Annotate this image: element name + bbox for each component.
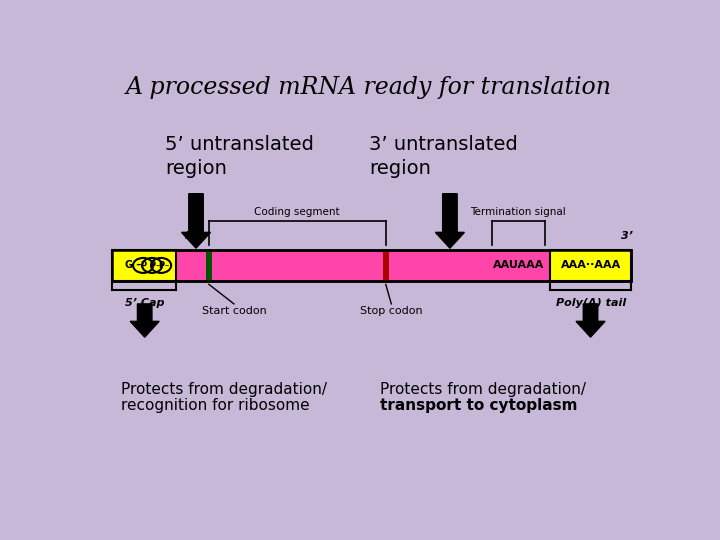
Bar	[112, 250, 631, 281]
Bar	[206, 250, 212, 281]
Text: –: –	[156, 261, 160, 270]
Text: 5’: 5’	[184, 231, 197, 241]
FancyArrow shape	[576, 304, 605, 337]
Text: AAA··AAA: AAA··AAA	[561, 260, 621, 271]
Text: Protects from degradation/: Protects from degradation/	[380, 382, 586, 396]
Bar	[383, 250, 389, 281]
Text: A processed mRNA ready for translation: A processed mRNA ready for translation	[126, 76, 612, 99]
Text: Protects from degradation/: Protects from degradation/	[121, 382, 327, 396]
Text: Start codon: Start codon	[202, 306, 266, 316]
FancyArrow shape	[181, 194, 210, 248]
Text: G –: G –	[125, 260, 142, 271]
Text: Stop codon: Stop codon	[360, 306, 423, 316]
Text: Poly(A) tail: Poly(A) tail	[556, 298, 626, 308]
Text: P: P	[158, 261, 164, 270]
Bar	[112, 250, 631, 281]
FancyArrow shape	[130, 304, 159, 337]
Text: 3’ untranslated
region: 3’ untranslated region	[369, 135, 518, 178]
Bar	[550, 250, 631, 281]
Text: 3’: 3’	[621, 231, 633, 241]
Text: Termination signal: Termination signal	[470, 207, 566, 218]
Text: transport to cytoplasm: transport to cytoplasm	[380, 399, 577, 413]
Text: –: –	[164, 261, 168, 270]
Text: 5’ Cap: 5’ Cap	[125, 298, 164, 308]
Text: 5’ untranslated
region: 5’ untranslated region	[166, 135, 314, 178]
Bar	[112, 250, 176, 281]
Text: recognition for ribosome: recognition for ribosome	[121, 399, 310, 413]
Text: P: P	[149, 261, 156, 270]
Text: AAUAAA: AAUAAA	[492, 260, 544, 271]
Text: Coding segment: Coding segment	[254, 207, 340, 218]
FancyArrow shape	[436, 194, 464, 248]
Text: P: P	[140, 261, 146, 270]
